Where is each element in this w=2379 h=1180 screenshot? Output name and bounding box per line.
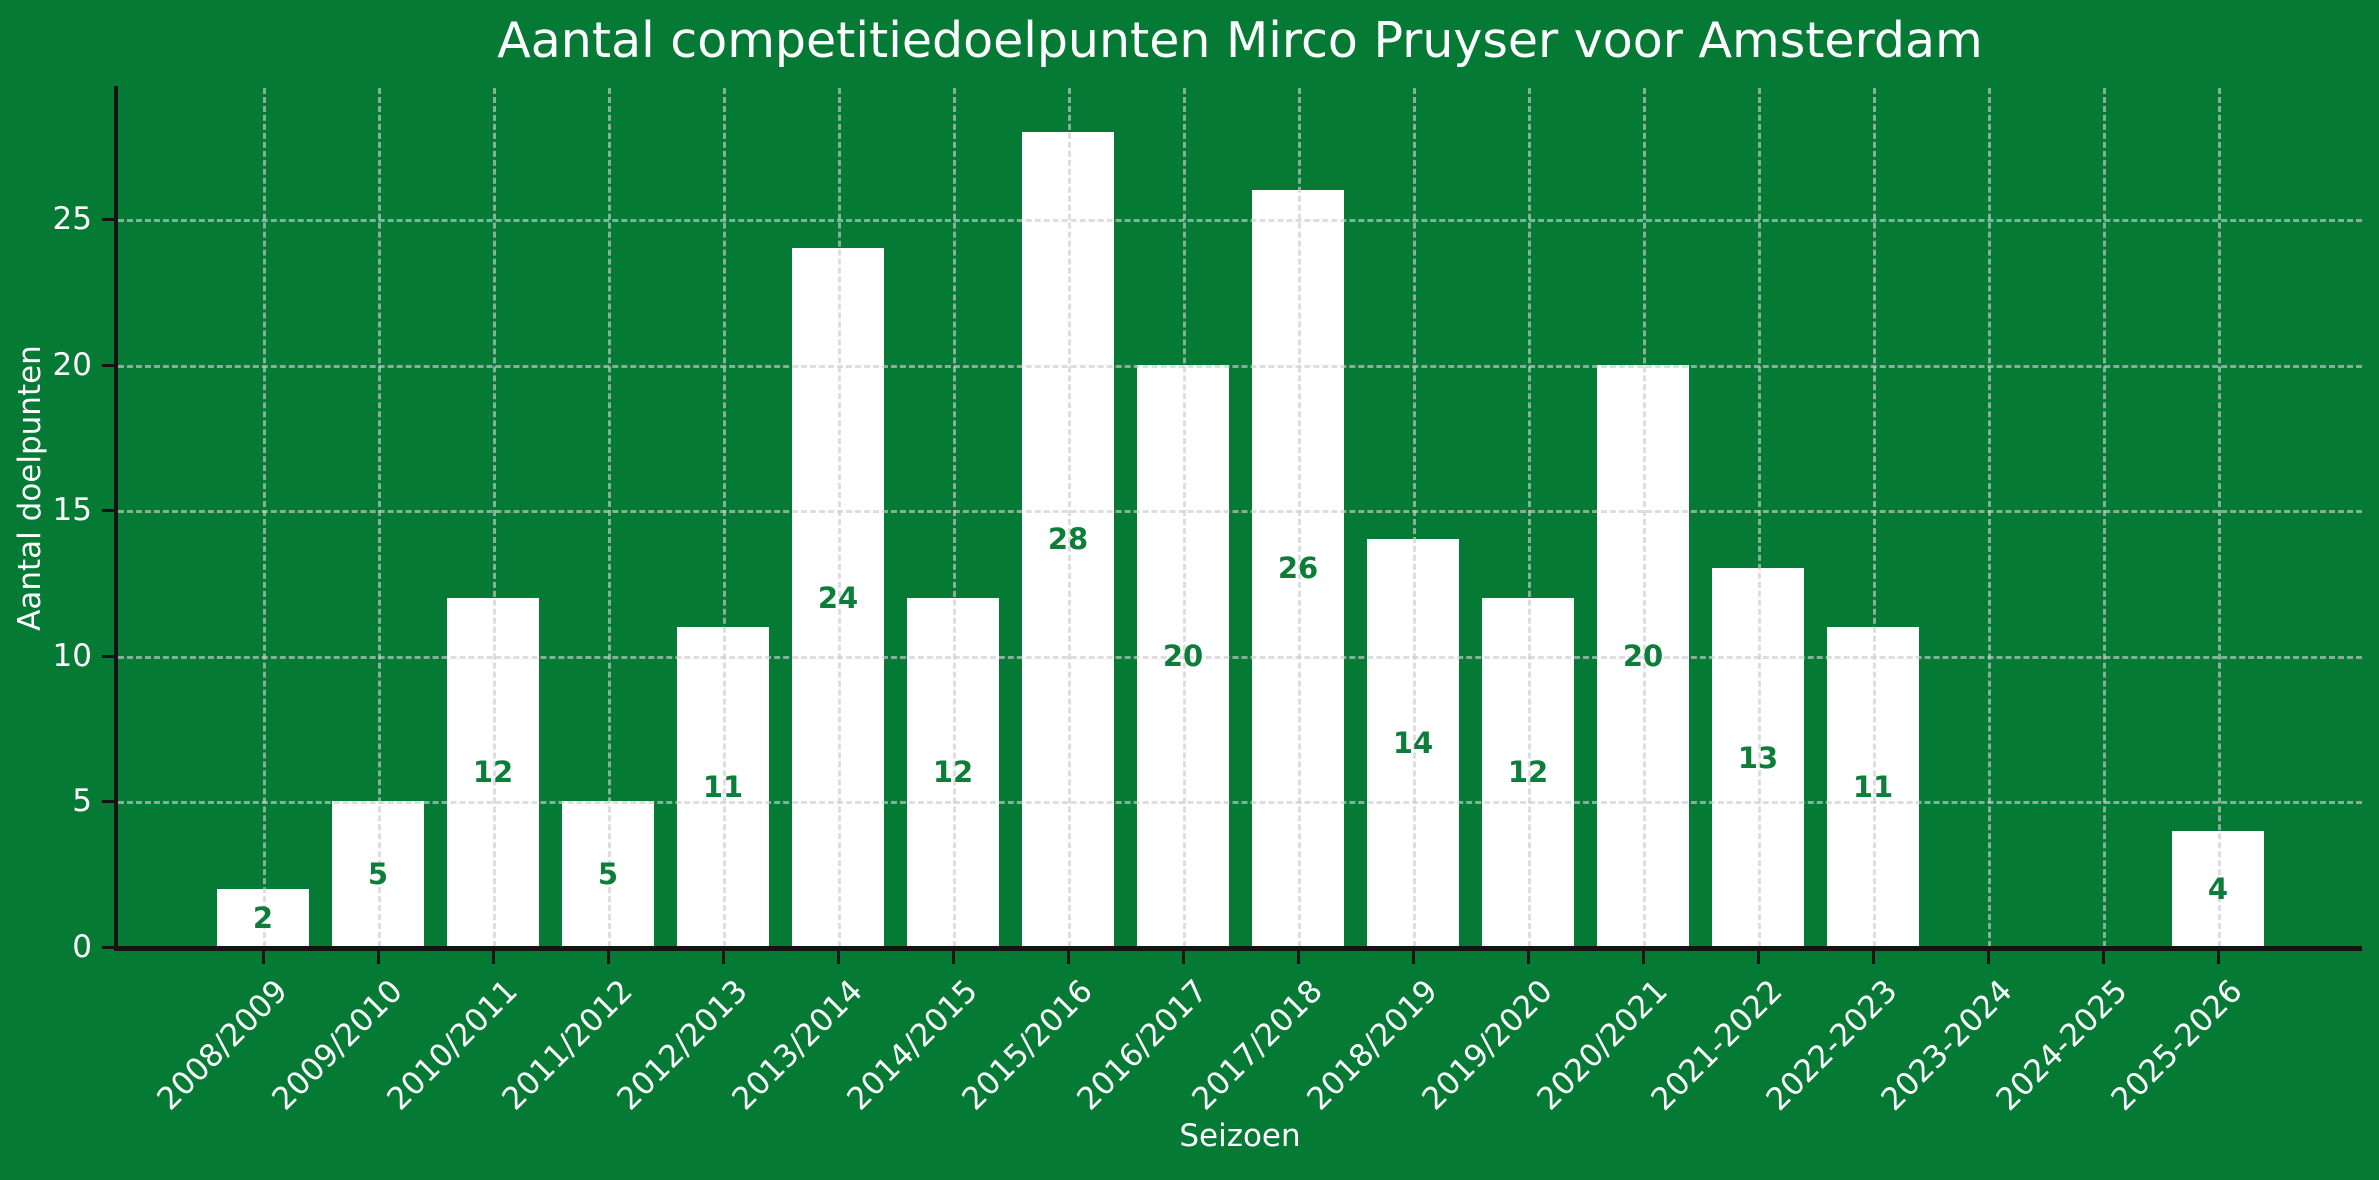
v-gridline [2218, 88, 2221, 947]
x-tick [262, 951, 265, 964]
bar-value-label: 26 [1277, 551, 1319, 586]
bar-value-label: 12 [1507, 755, 1549, 790]
y-tick-label: 25 [52, 201, 92, 238]
v-gridline [608, 88, 611, 947]
x-tick [1182, 951, 1185, 964]
x-tick [1067, 951, 1070, 964]
v-gridline [378, 88, 381, 947]
bar-value-label: 11 [702, 769, 744, 804]
x-axis-label: Seizoen [1179, 1118, 1301, 1154]
v-gridline [953, 88, 956, 947]
bar-value-label: 20 [1622, 638, 1664, 673]
y-tick-label: 10 [52, 637, 92, 674]
bar-value-label: 24 [817, 580, 859, 615]
v-gridline [493, 88, 496, 947]
x-tick [837, 951, 840, 964]
v-gridline [1068, 88, 1071, 947]
y-tick-label: 20 [52, 346, 92, 383]
plot-area: 2 5 12 5 11 24 12 28 20 26 14 12 20 13 11 4 [118, 88, 2362, 947]
y-axis-label: Aantal doelpunten [12, 344, 48, 631]
bar-value-label: 2 [252, 900, 274, 935]
y-tick [102, 800, 115, 804]
x-tick [1872, 951, 1875, 964]
bar-value-label: 12 [932, 755, 974, 790]
v-gridline [1988, 88, 1991, 947]
y-tick [102, 218, 115, 222]
y-tick [102, 363, 115, 367]
v-gridline [1758, 88, 1761, 947]
x-tick [1412, 951, 1415, 964]
y-axis-spine [114, 86, 118, 951]
bar-value-label: 5 [597, 857, 619, 892]
x-tick [607, 951, 610, 964]
y-tick-label: 15 [52, 492, 92, 529]
v-gridline [2103, 88, 2106, 947]
v-gridline [263, 88, 266, 947]
x-tick [492, 951, 495, 964]
bar-value-label: 28 [1047, 522, 1089, 557]
v-gridline [1873, 88, 1876, 947]
v-gridline [1643, 88, 1646, 947]
x-tick [1757, 951, 1760, 964]
bar-value-label: 12 [472, 755, 514, 790]
h-gridline [118, 801, 2362, 805]
h-gridline [118, 655, 2362, 659]
v-gridline [1413, 88, 1416, 947]
chart-title: Aantal competitiedoelpunten Mirco Pruyse… [497, 12, 1983, 69]
h-gridline [118, 510, 2362, 514]
x-tick [1642, 951, 1645, 964]
x-tick [1297, 951, 1300, 964]
v-gridline [1183, 88, 1186, 947]
y-tick [102, 946, 115, 949]
y-tick-label: 0 [72, 929, 92, 965]
bar-value-label: 20 [1162, 638, 1204, 673]
h-gridline [118, 364, 2362, 368]
bar-value-label: 4 [2207, 871, 2229, 906]
bar-value-label: 14 [1392, 726, 1434, 761]
h-gridline [118, 219, 2362, 223]
y-tick [102, 654, 115, 658]
bar-value-label: 11 [1852, 769, 1894, 804]
y-tick [102, 509, 115, 513]
x-tick [1527, 951, 1530, 964]
v-gridline [723, 88, 726, 947]
x-tick [1987, 951, 1990, 964]
x-tick [952, 951, 955, 964]
x-tick [722, 951, 725, 964]
v-gridline [1298, 88, 1301, 947]
y-tick-label: 5 [72, 783, 92, 820]
x-tick [377, 951, 380, 964]
v-gridline [838, 88, 841, 947]
x-tick [2102, 951, 2105, 964]
bar-value-label: 13 [1737, 740, 1779, 775]
v-gridline [1528, 88, 1531, 947]
x-axis-spine [114, 946, 2362, 951]
bar-value-label: 5 [367, 857, 389, 892]
x-tick [2217, 951, 2220, 964]
